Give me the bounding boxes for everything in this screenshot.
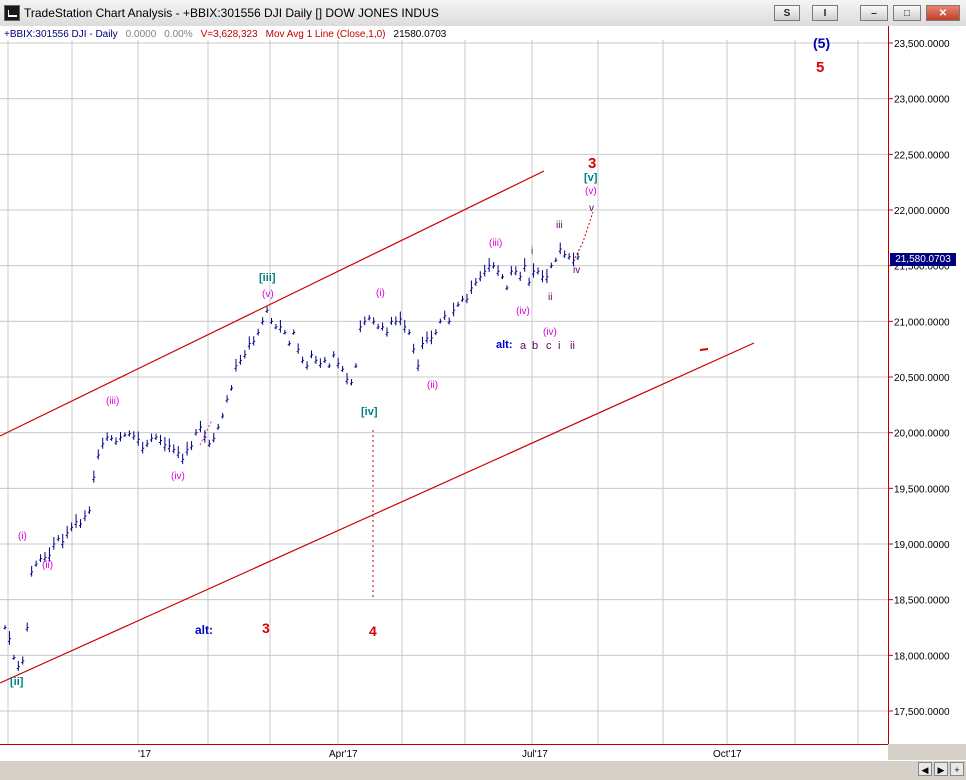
wave-label: i (531, 246, 534, 257)
close-button[interactable]: ✕ (926, 5, 960, 21)
wave-label: (i) (376, 288, 385, 299)
time-tick-label: Oct'17 (713, 749, 742, 760)
maximize-button[interactable]: □ (893, 5, 921, 21)
price-tick-label: 23,500.0000 (894, 39, 950, 50)
scroll-left-icon[interactable]: ◀ (918, 762, 932, 776)
wave-label: (i) (18, 531, 27, 542)
chart-plot-area[interactable] (0, 26, 888, 744)
wave-label: (iv) (516, 306, 530, 317)
price-tick-label: 20,000.0000 (894, 429, 950, 440)
price-tick-label: 23,000.0000 (894, 95, 950, 106)
wave-v-projection (574, 211, 594, 259)
wave-label: c (546, 340, 552, 352)
wave-label: (iv) (543, 327, 557, 338)
scroll-right-icon[interactable]: ▶ (934, 762, 948, 776)
minimize-button[interactable]: – (860, 5, 888, 21)
price-tick-label: 21,000.0000 (894, 317, 950, 328)
pct-change: 0.00% (164, 29, 193, 40)
last-price-badge: 21,580.0703 (890, 253, 956, 266)
symbol-label: +BBIX:301556 DJI - Daily (4, 29, 118, 40)
wave-label: (ii) (42, 560, 54, 571)
time-axis[interactable] (0, 744, 888, 761)
wave-label: 3 (588, 155, 597, 172)
wave-label: v (589, 203, 594, 214)
time-tick-label: '17 (138, 749, 151, 760)
wave-label: (v) (262, 289, 274, 300)
wave-label: 3 (262, 620, 270, 636)
wave-label: i (558, 340, 561, 352)
title-bar[interactable]: TradeStation Chart Analysis - +BBIX:3015… (0, 0, 966, 27)
wave-label: (iii) (106, 396, 120, 407)
price-tick-label: 19,500.0000 (894, 484, 950, 495)
wave-label: a (520, 340, 527, 352)
target-marker (699, 348, 709, 351)
alt-label: alt: (496, 339, 513, 351)
price-tick-label: 20,500.0000 (894, 373, 950, 384)
s-menu-button[interactable]: S (774, 5, 800, 21)
volume-label: V=3,628,323 (200, 29, 258, 40)
wave-label: [iv] (361, 406, 378, 418)
price-tick-label: 22,500.0000 (894, 150, 950, 161)
alt-label: alt: (195, 623, 213, 637)
last-value: 21580.0703 (393, 29, 447, 40)
tradestation-app-icon (4, 5, 20, 21)
net-change: 0.0000 (125, 29, 157, 40)
wave-label: (iii) (489, 238, 503, 249)
i-menu-button[interactable]: I (812, 5, 838, 21)
zoom-icon[interactable]: + (950, 762, 964, 776)
indicator-label: Mov Avg 1 Line (Close,1,0) (265, 29, 386, 40)
price-tick-label: 19,000.0000 (894, 540, 950, 551)
wave-label: ii (570, 340, 575, 352)
time-tick-label: Apr'17 (329, 749, 358, 760)
wave-label: [ii] (10, 676, 24, 688)
time-tick-label: Jul'17 (522, 749, 548, 760)
wave-label: (iv) (171, 471, 185, 482)
upper-channel-line (0, 170, 545, 437)
wave-label: iii (556, 220, 563, 231)
wave-label: [iii] (259, 272, 276, 284)
wave-label: 5 (816, 59, 825, 76)
wave-label: [v] (584, 172, 598, 184)
wave-label: (v) (585, 186, 597, 197)
price-tick-label: 18,500.0000 (894, 596, 950, 607)
lower-channel-line (0, 342, 755, 684)
wave-label: b (532, 340, 539, 352)
status-bar (0, 760, 966, 780)
price-tick-label: 22,000.0000 (894, 206, 950, 217)
wave-label: (ii) (427, 380, 439, 391)
wave-label: ii (548, 292, 553, 303)
price-axis[interactable] (888, 26, 966, 744)
wave-label: 4 (369, 623, 377, 639)
wave-label: iv (573, 265, 581, 276)
price-tick-label: 21,500.0000 (894, 262, 950, 273)
wave-label: (5) (813, 35, 831, 51)
chart-info-line: +BBIX:301556 DJI - Daily 0.0000 0.00% V=3,6… (4, 29, 454, 40)
price-tick-label: 18,000.0000 (894, 651, 950, 662)
price-tick-label: 17,500.0000 (894, 707, 950, 718)
wave-projection (199, 419, 213, 446)
window-title: TradeStation Chart Analysis - +BBIX:3015… (24, 6, 439, 20)
